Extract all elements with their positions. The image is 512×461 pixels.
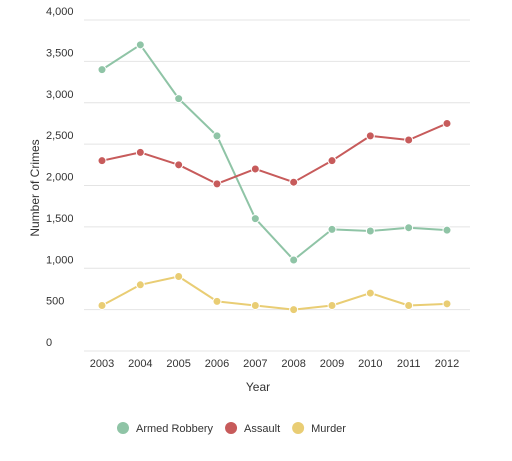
series-lines xyxy=(97,40,452,315)
data-point-murder xyxy=(97,300,107,310)
data-point-assault xyxy=(442,118,452,128)
x-tick-label: 2005 xyxy=(166,358,190,370)
legend-marker xyxy=(225,422,238,434)
data-point-armed-robbery xyxy=(289,255,299,265)
series-line-murder xyxy=(101,275,448,311)
x-tick-label: 2004 xyxy=(128,358,152,370)
data-point-armed-robbery xyxy=(404,223,414,233)
data-point-assault xyxy=(135,147,145,157)
data-point-armed-robbery xyxy=(250,214,260,224)
data-point-armed-robbery xyxy=(365,226,375,236)
x-tick-label: 2003 xyxy=(90,358,114,370)
x-tick-label: 2011 xyxy=(397,358,421,370)
legend-label: Murder xyxy=(311,423,346,435)
data-point-murder xyxy=(174,272,184,282)
legend-marker xyxy=(117,422,129,434)
data-point-murder xyxy=(135,280,145,290)
y-tick-label: 3,500 xyxy=(46,47,74,59)
legend-item-armed-robbery[interactable]: Armed Robbery xyxy=(117,422,214,435)
data-point-assault xyxy=(327,156,337,166)
data-point-assault xyxy=(404,135,414,145)
series-armed-robbery xyxy=(97,40,452,265)
series-assault xyxy=(97,118,452,189)
y-axis-label: Number of Crimes xyxy=(28,139,42,236)
data-point-murder xyxy=(365,288,375,298)
data-point-armed-robbery xyxy=(97,65,107,75)
x-tick-label: 2007 xyxy=(243,358,267,370)
x-tick-label: 2009 xyxy=(320,358,344,370)
x-tick-label: 2008 xyxy=(281,358,305,370)
data-point-assault xyxy=(365,131,375,141)
data-point-murder xyxy=(212,296,222,306)
series-line-armed-robbery xyxy=(101,43,448,261)
y-tick-label: 2,000 xyxy=(46,172,74,184)
legend-label: Assault xyxy=(244,423,280,435)
data-point-assault xyxy=(250,164,260,174)
legend-item-murder[interactable]: Murder xyxy=(292,422,346,435)
grid-lines xyxy=(84,19,470,352)
y-tick-label: 0 xyxy=(46,337,52,349)
data-point-murder xyxy=(289,305,299,315)
data-point-assault xyxy=(97,156,107,166)
y-tick-label: 500 xyxy=(46,296,64,308)
data-point-armed-robbery xyxy=(212,131,222,141)
data-point-armed-robbery xyxy=(174,94,184,104)
y-tick-label: 2,500 xyxy=(46,130,74,142)
legend-label: Armed Robbery xyxy=(136,423,214,435)
data-point-armed-robbery xyxy=(442,225,452,235)
y-tick-label: 4,000 xyxy=(46,6,74,18)
x-tick-label: 2010 xyxy=(358,358,382,370)
y-tick-label: 3,000 xyxy=(46,89,74,101)
data-point-armed-robbery xyxy=(135,40,145,50)
data-point-murder xyxy=(327,300,337,310)
x-axis-ticks: 2003 2004 2005 2006 2007 2008 2009 2010 2011 2012 xyxy=(90,358,459,370)
data-point-murder xyxy=(250,300,260,310)
data-point-assault xyxy=(289,177,299,187)
y-tick-label: 1,000 xyxy=(46,254,74,266)
legend[interactable]: Armed Robbery Assault Murder xyxy=(117,422,346,435)
x-axis-label: Year xyxy=(246,380,270,394)
series-line-assault xyxy=(101,122,448,185)
y-axis-ticks: 0 500 1,000 1,500 2,000 2,500 3,000 3,500 4,000 xyxy=(46,6,74,349)
data-point-armed-robbery xyxy=(327,224,337,234)
y-tick-label: 1,500 xyxy=(46,213,74,225)
series-murder xyxy=(97,272,452,315)
data-point-murder xyxy=(404,300,414,310)
legend-item-assault[interactable]: Assault xyxy=(225,422,280,435)
data-point-assault xyxy=(212,179,222,189)
x-tick-label: 2006 xyxy=(205,358,229,370)
data-point-murder xyxy=(442,299,452,309)
legend-marker xyxy=(292,422,305,434)
x-tick-label: 2012 xyxy=(435,358,459,370)
data-point-assault xyxy=(174,160,184,170)
